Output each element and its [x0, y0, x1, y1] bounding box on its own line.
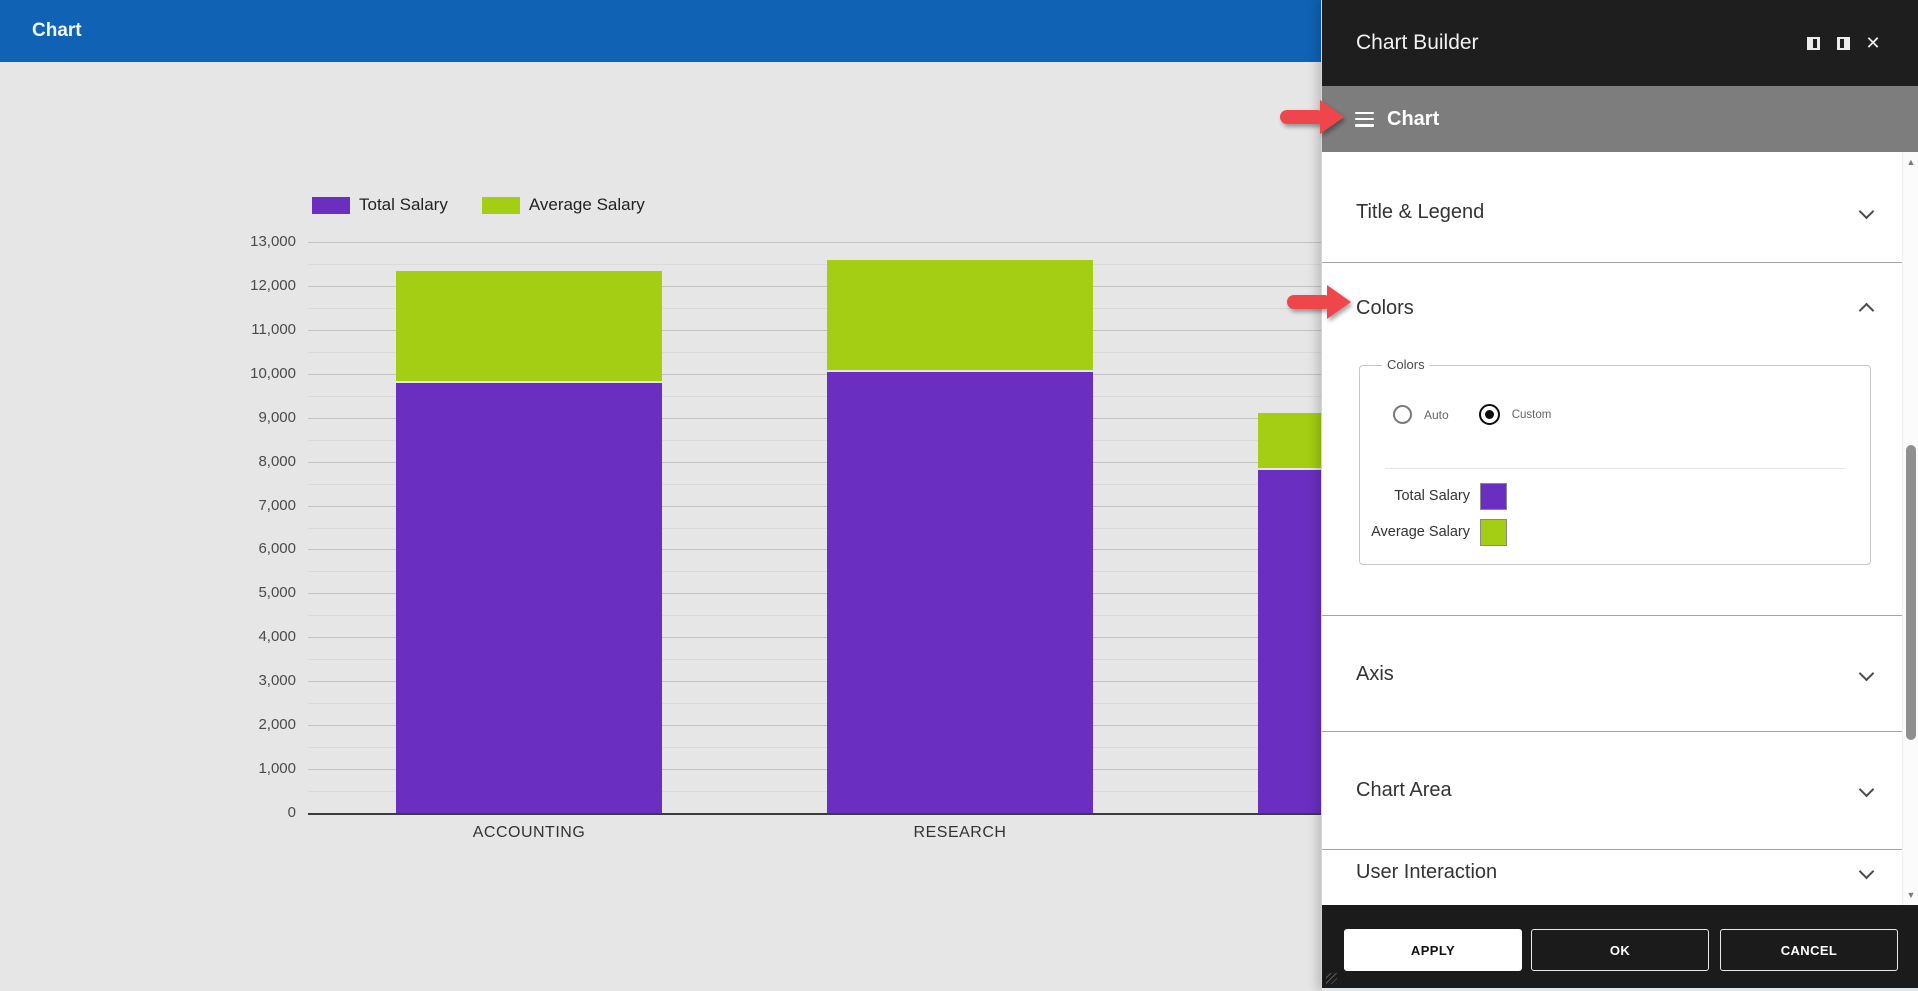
legend-item: Average Salary: [481, 195, 645, 215]
section-header-colors[interactable]: Colors: [1322, 263, 1902, 353]
section-divider: [1322, 849, 1902, 850]
chevron-down-icon: [1858, 863, 1875, 880]
section-divider: [1322, 731, 1902, 732]
chevron-up-icon: [1858, 302, 1875, 319]
series-color-label: Average Salary: [1371, 524, 1470, 540]
apply-button[interactable]: APPLY: [1344, 929, 1522, 971]
menu-item-chart[interactable]: Chart: [1322, 86, 1918, 152]
y-axis-tick-label: 6,000: [258, 540, 296, 558]
hamburger-icon: [1355, 111, 1374, 127]
radio-auto-label: Auto: [1424, 407, 1449, 422]
radio-custom[interactable]: [1478, 404, 1500, 425]
arrow-head: [1327, 285, 1351, 319]
y-axis-tick-label: 8,000: [258, 452, 296, 470]
dock-left-button[interactable]: [1798, 28, 1828, 58]
menu-item-chart-label: Chart: [1387, 107, 1440, 130]
x-category-label: ACCOUNTING: [472, 824, 586, 841]
y-axis-tick-label: 7,000: [258, 496, 296, 514]
close-button[interactable]: ✕: [1858, 28, 1888, 58]
section-label-user-interaction: User Interaction: [1356, 861, 1498, 883]
chart-legend: Total Salary Average Salary: [312, 195, 645, 215]
series-color-list: Total Salary Average Salary: [1360, 478, 1870, 550]
close-icon: ✕: [1865, 33, 1881, 53]
arrow-tail: [1280, 110, 1324, 124]
legend-label: Average Salary: [528, 195, 645, 214]
series-color-swatch-button[interactable]: [1480, 482, 1507, 510]
dock-left-icon: [1806, 36, 1820, 50]
annotation-arrow-colors: [1287, 285, 1351, 319]
radio-auto[interactable]: [1393, 405, 1412, 424]
y-axis-tick-label: 4,000: [258, 628, 296, 646]
y-axis-tick-label: 5,000: [258, 584, 296, 602]
legend-label: Total Salary: [359, 195, 448, 214]
x-axis-line: [308, 813, 1600, 815]
y-axis-tick-label: 10,000: [250, 364, 296, 382]
ok-button[interactable]: OK: [1531, 929, 1709, 971]
series-color-swatch-button[interactable]: [1480, 518, 1507, 546]
x-category-label: RESEARCH: [913, 824, 1007, 841]
radio-custom-label: Custom: [1511, 408, 1552, 421]
bar-segment-total-salary: [827, 371, 1093, 813]
y-axis-tick-label: 13,000: [250, 233, 296, 250]
series-color-row: Average Salary: [1360, 514, 1870, 550]
gridline-major: [308, 242, 1600, 243]
color-mode-radio-group: Auto Custom: [1393, 404, 1551, 425]
panel-titlebar: Chart Builder ✕: [1322, 0, 1918, 86]
section-header-chart-area[interactable]: Chart Area: [1322, 732, 1902, 822]
resize-grip[interactable]: [1326, 973, 1337, 984]
section-label-colors: Colors: [1356, 297, 1414, 319]
dock-right-icon: [1836, 36, 1850, 50]
arrow-head: [1320, 100, 1344, 134]
section-header-title-legend[interactable]: Title & Legend: [1322, 160, 1902, 250]
section-header-axis[interactable]: Axis: [1322, 616, 1902, 706]
chart-builder-panel: Chart Builder ✕ Chart Title & Legend Col…: [1321, 0, 1918, 991]
y-axis-tick-label: 12,000: [250, 276, 296, 294]
arrow-tail: [1287, 295, 1331, 309]
cancel-button[interactable]: CANCEL: [1720, 929, 1898, 971]
y-axis-tick-label: 11,000: [251, 320, 296, 338]
panel-title: Chart Builder: [1356, 31, 1479, 54]
bar-segment-total-salary: [396, 382, 662, 813]
series-color-row: Total Salary: [1360, 478, 1870, 514]
y-axis-tick-label: 0: [287, 804, 296, 821]
section-divider: [1322, 262, 1902, 263]
scroll-up-icon[interactable]: ▲: [1906, 157, 1916, 167]
bar-segment-average-salary: [827, 259, 1093, 370]
scroll-down-icon[interactable]: ▼: [1906, 890, 1916, 900]
y-axis-tick-label: 2,000: [258, 716, 296, 734]
dock-right-button[interactable]: [1828, 28, 1858, 58]
section-label-axis: Axis: [1356, 663, 1394, 685]
panel-scrollbar[interactable]: ▲ ▼: [1902, 152, 1918, 905]
y-axis-tick-label: 9,000: [258, 408, 296, 426]
annotation-arrow-chart-menu: [1280, 100, 1344, 134]
y-axis-tick-label: 1,000: [258, 760, 296, 778]
bar-segment-average-salary: [396, 270, 662, 381]
legend-swatch-icon: [481, 196, 520, 214]
panel-bottom-edge: [1322, 988, 1918, 991]
legend-item: Total Salary: [312, 195, 448, 215]
series-color-label: Total Salary: [1394, 488, 1470, 504]
section-header-user-interaction[interactable]: User Interaction: [1322, 850, 1902, 940]
chevron-down-icon: [1858, 665, 1875, 682]
chevron-down-icon: [1858, 203, 1875, 220]
panel-content: Title & Legend Colors Colors Auto Custom…: [1322, 152, 1918, 905]
radio-dot: [1484, 410, 1494, 419]
chevron-down-icon: [1858, 781, 1875, 798]
panel-footer: APPLY OK CANCEL: [1322, 905, 1918, 988]
section-label-title-legend: Title & Legend: [1356, 201, 1485, 223]
groupbox-divider: [1385, 468, 1845, 469]
app-header-title: Chart: [32, 20, 82, 41]
colors-groupbox: Colors Auto Custom Total Salary Average S…: [1359, 357, 1871, 565]
scrollbar-thumb[interactable]: [1906, 445, 1916, 740]
y-axis-tick-label: 3,000: [258, 672, 296, 690]
legend-swatch-icon: [312, 196, 350, 214]
colors-groupbox-legend: Colors: [1382, 357, 1430, 372]
section-divider: [1322, 615, 1902, 616]
section-label-chart-area: Chart Area: [1356, 779, 1452, 801]
